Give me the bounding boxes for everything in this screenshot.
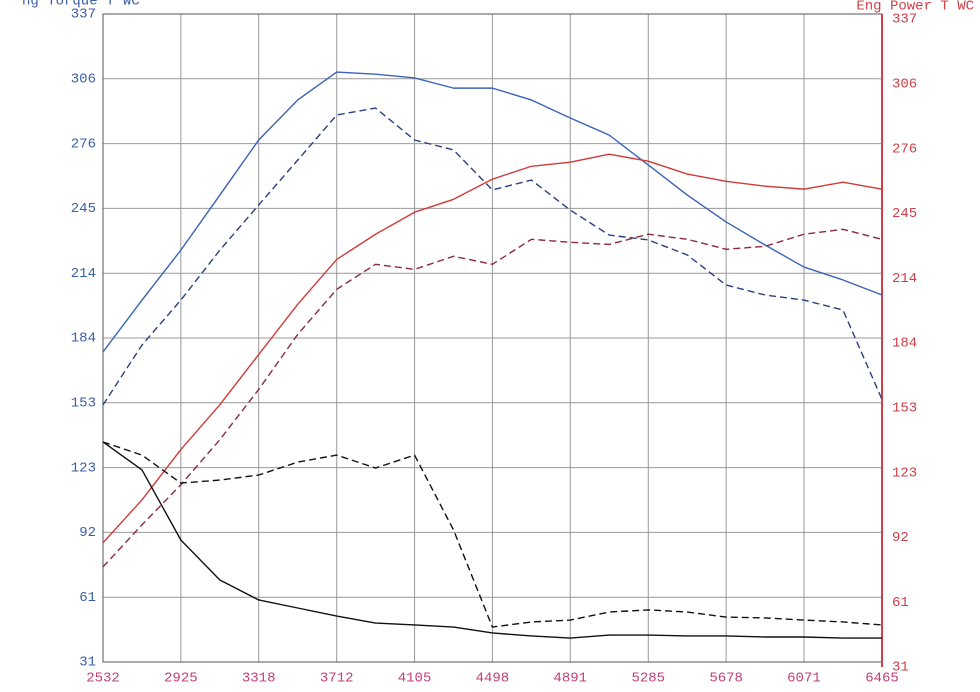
y2-tick-label: 276 <box>892 141 917 157</box>
x-tick-label: 6465 <box>865 671 899 687</box>
series-line <box>102 441 883 628</box>
y-tick-label: 337 <box>71 7 96 23</box>
y2-tick-label: 214 <box>892 271 917 287</box>
series-line <box>102 153 883 544</box>
y2-axis-title: Eng Power T WC <box>856 0 974 15</box>
y-tick-label: 92 <box>79 525 96 541</box>
y-tick-label: 276 <box>71 136 96 152</box>
y-tick-label: 123 <box>71 460 96 476</box>
x-tick-label: 5678 <box>709 671 743 687</box>
y-tick-label: 31 <box>79 655 96 671</box>
y2-tick-label: 153 <box>892 401 917 417</box>
y-axis-title: ng Torque T WC <box>22 0 140 10</box>
x-tick-label: 3712 <box>320 671 354 687</box>
y2-tick-label: 123 <box>892 465 917 481</box>
x-tick-label: 4891 <box>553 671 587 687</box>
y-tick-label: 245 <box>71 201 96 217</box>
y2-tick-label: 337 <box>892 12 917 28</box>
series-line <box>102 228 883 568</box>
series-line <box>102 71 883 353</box>
y2-tick-label: 184 <box>892 336 917 352</box>
series-line <box>102 441 882 639</box>
x-tick-label: 2532 <box>86 671 120 687</box>
x-tick-label: 3318 <box>242 671 276 687</box>
x-tick-label: 5285 <box>631 671 665 687</box>
x-tick-label: 4498 <box>476 671 510 687</box>
y-tick-label: 214 <box>71 266 96 282</box>
x-tick-label: 2925 <box>164 671 198 687</box>
y2-tick-label: 92 <box>892 530 909 546</box>
y-tick-label: 153 <box>71 396 96 412</box>
y-tick-label: 306 <box>71 72 96 88</box>
y2-tick-label: 61 <box>892 595 909 611</box>
x-tick-label: 4105 <box>398 671 432 687</box>
y-tick-label: 61 <box>79 590 96 606</box>
y2-tick-label: 31 <box>892 660 909 676</box>
y2-tick-label: 306 <box>892 77 917 93</box>
y2-tick-label: 245 <box>892 206 917 222</box>
x-tick-label: 6071 <box>787 671 821 687</box>
y-tick-label: 184 <box>71 331 96 347</box>
series-line <box>102 107 883 406</box>
